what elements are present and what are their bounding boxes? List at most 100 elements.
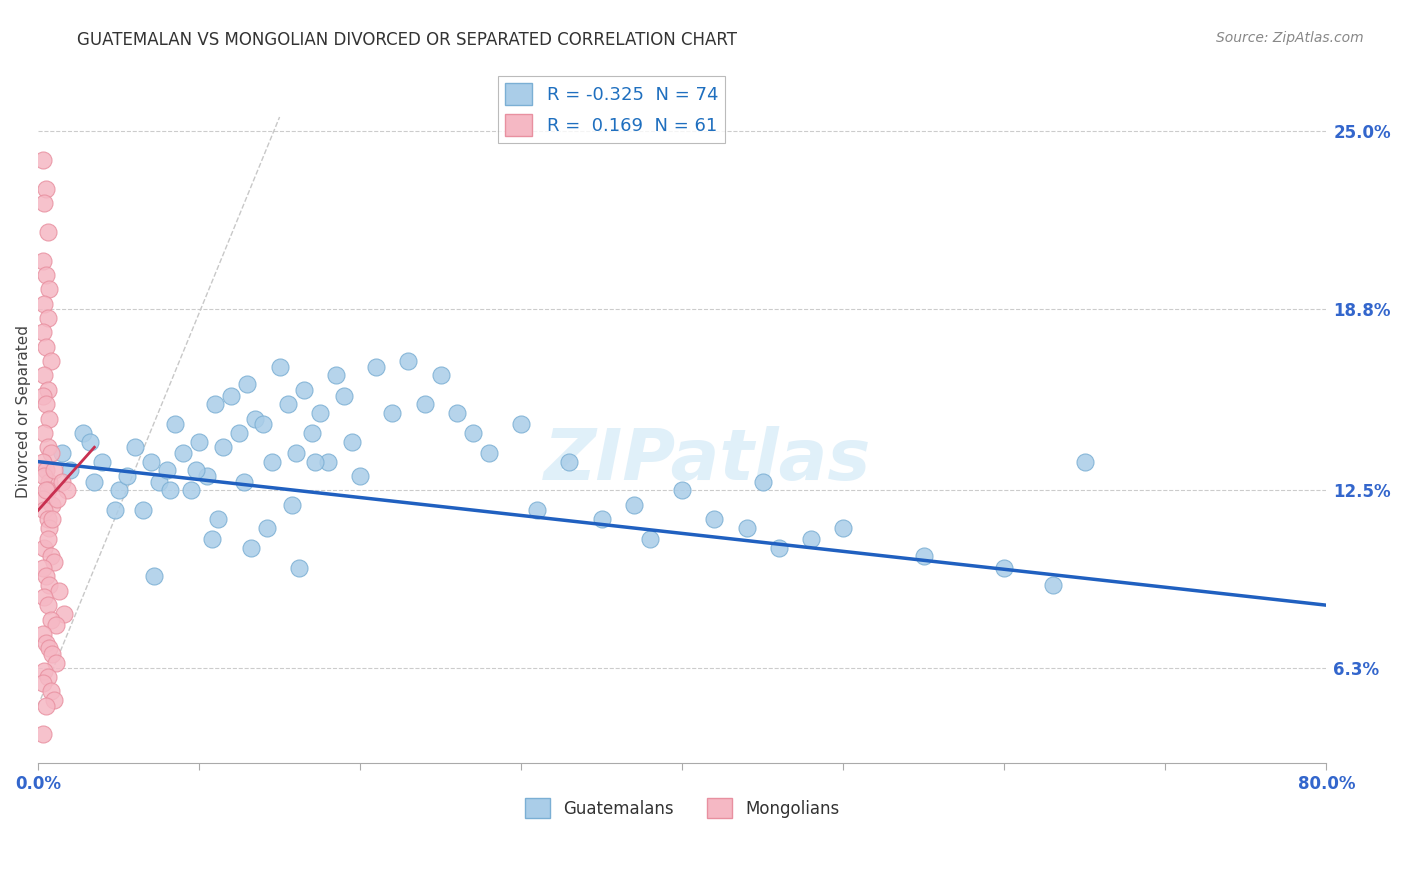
Point	[39, 446, 62, 460]
Point	[301, 425, 323, 440]
Point	[38, 521, 60, 535]
Point	[31, 326, 53, 340]
Point	[156, 463, 179, 477]
Point	[35, 698, 58, 713]
Point	[41, 647, 63, 661]
Point	[56, 483, 79, 498]
Point	[277, 397, 299, 411]
Point	[35, 463, 58, 477]
Point	[413, 397, 436, 411]
Point	[38, 641, 60, 656]
Point	[34, 665, 56, 679]
Point	[39, 684, 62, 698]
Point	[180, 483, 202, 498]
Point	[735, 521, 758, 535]
Point	[35, 340, 58, 354]
Point	[34, 425, 56, 440]
Point	[34, 296, 56, 310]
Point	[800, 532, 823, 546]
Point	[42, 693, 65, 707]
Point	[212, 440, 235, 454]
Point	[429, 368, 451, 383]
Point	[37, 598, 59, 612]
Text: Source: ZipAtlas.com: Source: ZipAtlas.com	[1216, 31, 1364, 45]
Point	[72, 425, 94, 440]
Point	[340, 434, 363, 449]
Point	[39, 613, 62, 627]
Point	[31, 627, 53, 641]
Point	[446, 406, 468, 420]
Point	[35, 397, 58, 411]
Point	[304, 455, 326, 469]
Point	[31, 675, 53, 690]
Point	[31, 727, 53, 741]
Point	[37, 440, 59, 454]
Point	[325, 368, 347, 383]
Point	[37, 225, 59, 239]
Point	[34, 590, 56, 604]
Point	[260, 455, 283, 469]
Point	[188, 434, 211, 449]
Point	[52, 607, 75, 621]
Point	[124, 440, 146, 454]
Point	[256, 521, 278, 535]
Point	[31, 561, 53, 575]
Point	[38, 578, 60, 592]
Point	[703, 512, 725, 526]
Point	[59, 463, 82, 477]
Point	[510, 417, 533, 432]
Point	[269, 359, 291, 374]
Point	[31, 491, 53, 506]
Point	[45, 618, 67, 632]
Point	[1074, 455, 1097, 469]
Point	[48, 583, 70, 598]
Point	[31, 253, 53, 268]
Point	[308, 406, 330, 420]
Point	[148, 475, 170, 489]
Text: GUATEMALAN VS MONGOLIAN DIVORCED OR SEPARATED CORRELATION CHART: GUATEMALAN VS MONGOLIAN DIVORCED OR SEPA…	[77, 31, 737, 49]
Y-axis label: Divorced or Separated: Divorced or Separated	[15, 325, 31, 498]
Point	[79, 434, 101, 449]
Point	[558, 455, 581, 469]
Point	[37, 512, 59, 526]
Point	[51, 475, 73, 489]
Point	[526, 503, 548, 517]
Point	[143, 569, 166, 583]
Point	[37, 532, 59, 546]
Point	[46, 491, 69, 506]
Point	[37, 670, 59, 684]
Point	[51, 446, 73, 460]
Point	[35, 182, 58, 196]
Point	[201, 532, 224, 546]
Point	[104, 503, 127, 517]
Point	[38, 282, 60, 296]
Point	[34, 368, 56, 383]
Point	[316, 455, 339, 469]
Legend: Guatemalans, Mongolians: Guatemalans, Mongolians	[519, 791, 846, 825]
Point	[83, 475, 105, 489]
Point	[35, 569, 58, 583]
Point	[45, 656, 67, 670]
Point	[349, 469, 371, 483]
Point	[34, 541, 56, 555]
Point	[163, 417, 186, 432]
Point	[912, 549, 935, 564]
Point	[461, 425, 484, 440]
Point	[233, 475, 256, 489]
Point	[34, 469, 56, 483]
Point	[236, 377, 259, 392]
Point	[204, 397, 226, 411]
Point	[42, 555, 65, 569]
Point	[42, 463, 65, 477]
Point	[35, 483, 58, 498]
Point	[31, 455, 53, 469]
Point	[281, 498, 304, 512]
Point	[396, 354, 419, 368]
Point	[195, 469, 218, 483]
Text: ZIPatlas: ZIPatlas	[544, 426, 872, 495]
Point	[207, 512, 229, 526]
Point	[38, 411, 60, 425]
Point	[35, 268, 58, 282]
Point	[31, 388, 53, 402]
Point	[38, 475, 60, 489]
